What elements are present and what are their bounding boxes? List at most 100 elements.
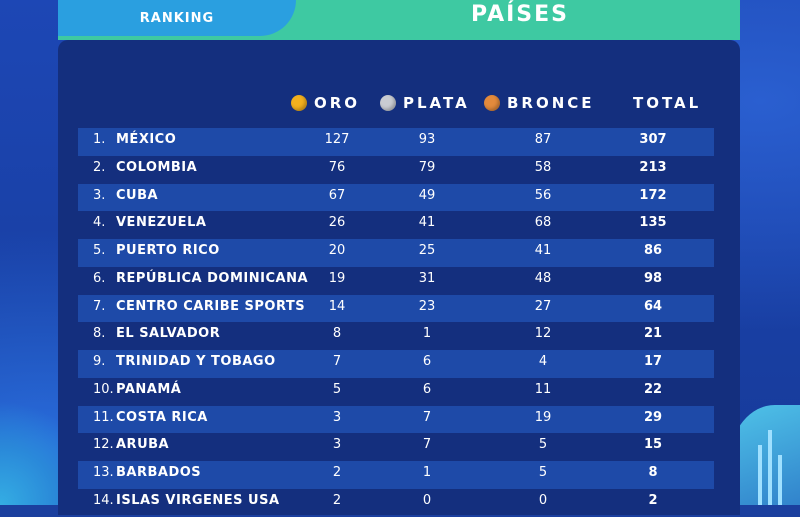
- rank-cell: 2.: [93, 159, 106, 175]
- total-count-cell: 213: [639, 159, 667, 175]
- bronze-count-cell: 19: [534, 409, 552, 425]
- table-row[interactable]: 13. BARBADOS 2 1 5 8: [78, 461, 714, 489]
- table-row[interactable]: 8. EL SALVADOR 8 1 12 21: [78, 322, 714, 350]
- silver-count-cell: 93: [418, 132, 436, 147]
- gold-medal-icon: [291, 95, 307, 111]
- table-row[interactable]: 2. COLOMBIA 76 79 58 213: [78, 156, 714, 184]
- ranking-tab[interactable]: RANKING: [58, 0, 296, 36]
- rank-cell: 7.: [93, 298, 106, 314]
- table-row[interactable]: 10. PANAMÁ 5 6 11 22: [78, 378, 714, 406]
- silver-count-cell: 79: [418, 159, 436, 175]
- table-row[interactable]: 3. CUBA 67 49 56 172: [78, 183, 714, 212]
- bronze-count-cell: 68: [534, 215, 552, 231]
- gold-count-cell: 8: [332, 326, 342, 342]
- rank-cell: 3.: [93, 187, 106, 203]
- column-header-bronze-label: BRONCE: [507, 94, 595, 112]
- gold-count-cell: 76: [328, 159, 346, 175]
- total-count-cell: 8: [648, 465, 658, 480]
- silver-count-cell: 7: [422, 409, 432, 425]
- decorative-graphic-right: [740, 405, 800, 505]
- silver-count-cell: 31: [418, 270, 436, 286]
- rank-cell: 8.: [93, 326, 106, 342]
- gold-count-cell: 2: [332, 492, 342, 508]
- country-cell: VENEZUELA: [116, 215, 207, 231]
- page-title: PAÍSES: [470, 2, 570, 27]
- ranking-tab-label: RANKING: [139, 10, 215, 26]
- medal-table-rows: 1. MÉXICO 127 93 87 307 2. COLOMBIA 76 79 58 213 3. C…: [78, 128, 714, 517]
- table-row[interactable]: 6. REPÚBLICA DOMINICANA 19 31 48 98: [78, 267, 714, 295]
- country-cell: BARBADOS: [116, 465, 202, 480]
- total-count-cell: 2: [648, 492, 658, 508]
- country-cell: COSTA RICA: [116, 409, 208, 425]
- country-cell: EL SALVADOR: [116, 326, 221, 342]
- silver-count-cell: 6: [422, 354, 432, 369]
- silver-medal-icon: [380, 95, 396, 111]
- total-count-cell: 135: [639, 215, 667, 231]
- table-row[interactable]: 4. VENEZUELA 26 41 68 135: [78, 211, 714, 239]
- silver-count-cell: 25: [418, 243, 436, 258]
- column-header-bronze[interactable]: BRONCE: [484, 94, 595, 112]
- total-count-cell: 98: [643, 270, 663, 286]
- column-header-total[interactable]: TOTAL: [633, 94, 701, 112]
- gold-count-cell: 2: [332, 465, 342, 480]
- medal-table-panel: [58, 40, 740, 515]
- rank-cell: 10.: [93, 381, 114, 397]
- bronze-count-cell: 27: [534, 298, 552, 314]
- country-cell: MÉXICO: [116, 132, 177, 147]
- total-count-cell: 29: [643, 409, 663, 425]
- total-count-cell: 17: [643, 354, 663, 369]
- table-row[interactable]: 5. PUERTO RICO 20 25 41 86: [78, 239, 714, 267]
- bronze-count-cell: 11: [534, 381, 552, 397]
- table-row[interactable]: 11. COSTA RICA 3 7 19 29: [78, 405, 714, 434]
- total-count-cell: 15: [643, 437, 663, 453]
- column-header-gold[interactable]: ORO: [291, 94, 360, 112]
- total-count-cell: 172: [639, 187, 667, 203]
- bronze-count-cell: 5: [538, 465, 548, 480]
- country-cell: COLOMBIA: [116, 159, 198, 175]
- rank-cell: 12.: [93, 437, 114, 453]
- bronze-count-cell: 5: [538, 437, 548, 453]
- rank-cell: 1.: [93, 132, 106, 147]
- silver-count-cell: 0: [422, 492, 432, 508]
- table-row[interactable]: 9. TRINIDAD Y TOBAGO 7 6 4 17: [78, 350, 714, 378]
- gold-count-cell: 5: [332, 381, 342, 397]
- bronze-count-cell: 12: [534, 326, 552, 342]
- gold-count-cell: 127: [324, 132, 350, 147]
- silver-count-cell: 6: [422, 381, 432, 397]
- total-count-cell: 307: [639, 132, 667, 147]
- silver-count-cell: 23: [418, 298, 436, 314]
- rank-cell: 4.: [93, 215, 106, 231]
- column-header-silver[interactable]: PLATA: [380, 94, 470, 112]
- country-cell: ARUBA: [116, 437, 170, 453]
- gold-count-cell: 3: [332, 437, 342, 453]
- rank-cell: 5.: [93, 243, 106, 258]
- silver-count-cell: 41: [418, 215, 436, 231]
- bronze-count-cell: 0: [538, 492, 548, 508]
- bronze-count-cell: 87: [534, 132, 552, 147]
- column-header-total-label: TOTAL: [633, 94, 702, 112]
- bronze-medal-icon: [484, 95, 500, 111]
- bronze-count-cell: 48: [534, 270, 552, 286]
- column-header-silver-label: PLATA: [403, 94, 470, 112]
- bronze-count-cell: 4: [538, 354, 548, 369]
- silver-count-cell: 7: [422, 437, 432, 453]
- silver-count-cell: 1: [422, 326, 432, 342]
- rank-cell: 11.: [93, 409, 114, 425]
- gold-count-cell: 67: [328, 187, 346, 203]
- table-row[interactable]: 14. ISLAS VIRGENES USA 2 0 0 2: [78, 489, 714, 517]
- table-row[interactable]: 7. CENTRO CARIBE SPORTS 14 23 27 64: [78, 294, 714, 323]
- total-count-cell: 22: [643, 381, 663, 397]
- gold-count-cell: 19: [328, 270, 346, 286]
- table-row[interactable]: 1. MÉXICO 127 93 87 307: [78, 128, 714, 156]
- country-cell: REPÚBLICA DOMINICANA: [116, 270, 309, 286]
- gold-count-cell: 20: [328, 243, 346, 258]
- bronze-count-cell: 56: [534, 187, 552, 203]
- total-count-cell: 86: [643, 243, 663, 258]
- table-row[interactable]: 12. ARUBA 3 7 5 15: [78, 433, 714, 461]
- country-cell: PUERTO RICO: [116, 243, 220, 258]
- column-header-gold-label: ORO: [314, 94, 361, 112]
- gold-count-cell: 3: [332, 409, 342, 425]
- gold-count-cell: 7: [332, 354, 342, 369]
- rank-cell: 13.: [93, 465, 114, 480]
- country-cell: CENTRO CARIBE SPORTS: [116, 298, 306, 314]
